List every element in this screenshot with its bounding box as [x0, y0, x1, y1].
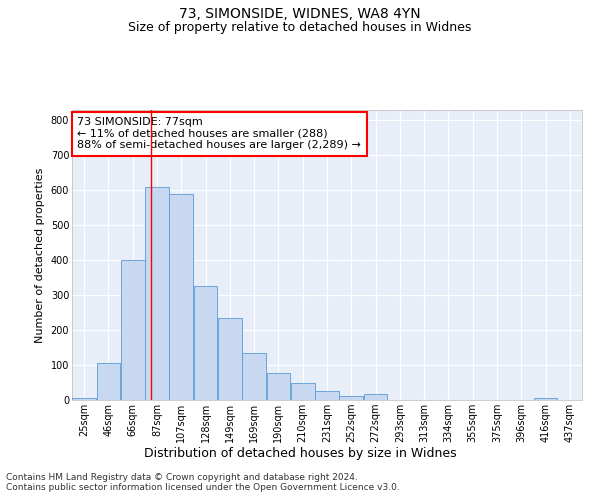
Bar	[169, 194, 193, 400]
Bar	[533, 398, 557, 400]
Bar	[242, 353, 266, 400]
Bar	[97, 364, 121, 400]
Bar	[291, 382, 314, 400]
Bar	[72, 398, 96, 400]
Text: Contains HM Land Registry data © Crown copyright and database right 2024.
Contai: Contains HM Land Registry data © Crown c…	[6, 472, 400, 492]
Bar	[266, 373, 290, 400]
Bar	[194, 286, 217, 400]
Bar	[121, 260, 145, 400]
Bar	[315, 392, 339, 400]
Bar	[364, 394, 388, 400]
Text: Size of property relative to detached houses in Widnes: Size of property relative to detached ho…	[128, 21, 472, 34]
Text: 73 SIMONSIDE: 77sqm
← 11% of detached houses are smaller (288)
88% of semi-detac: 73 SIMONSIDE: 77sqm ← 11% of detached ho…	[77, 117, 361, 150]
Y-axis label: Number of detached properties: Number of detached properties	[35, 168, 45, 342]
Bar	[218, 318, 242, 400]
Text: Distribution of detached houses by size in Widnes: Distribution of detached houses by size …	[143, 448, 457, 460]
Text: 73, SIMONSIDE, WIDNES, WA8 4YN: 73, SIMONSIDE, WIDNES, WA8 4YN	[179, 8, 421, 22]
Bar	[340, 396, 363, 400]
Bar	[145, 187, 169, 400]
